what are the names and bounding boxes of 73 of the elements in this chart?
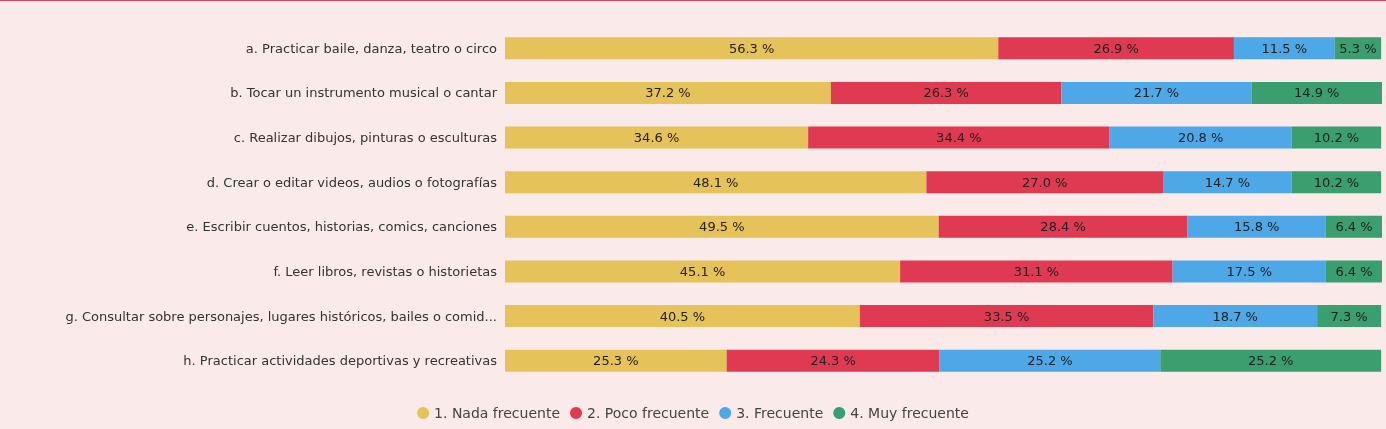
data-label: 33.5 % [983, 308, 1030, 324]
data-label: 6.4 % [1335, 263, 1373, 279]
y-tick-label: a. Practicar baile, danza, teatro o circo [245, 40, 498, 56]
data-label: 27.0 % [1021, 174, 1068, 190]
bar [1233, 37, 1335, 60]
y-tick-label: d. Crear o editar videos, audios o fotografías [206, 174, 498, 190]
data-label: 25.2 % [1027, 353, 1073, 369]
bar [808, 126, 1110, 149]
y-tick-label: g. Consultar sobre personajes, lugares históricos, bailes o comid... [65, 308, 497, 324]
data-label: 56.3 % [728, 40, 775, 56]
bar [505, 81, 831, 104]
legend-label: 4. Muy frecuente [850, 405, 969, 421]
data-label: 17.5 % [1226, 263, 1272, 279]
bar [726, 349, 940, 372]
bar [830, 81, 1062, 104]
data-label: 18.7 % [1212, 308, 1258, 324]
data-label: 7.3 % [1330, 308, 1368, 324]
data-label: 10.2 % [1313, 130, 1360, 146]
bar [1291, 171, 1382, 194]
bar [505, 349, 727, 372]
y-tick-label: h. Practicar actividades deportivas y recreativas [183, 353, 498, 369]
bar [505, 260, 901, 283]
data-label: 15.8 % [1234, 219, 1280, 235]
bar [505, 215, 939, 238]
legend-label: 2. Poco frecuente [587, 405, 710, 421]
bar [1291, 126, 1382, 149]
bar [1251, 81, 1382, 104]
bar [926, 171, 1163, 194]
data-label: 14.7 % [1204, 174, 1251, 190]
bar [1160, 349, 1382, 372]
bar [1061, 81, 1252, 104]
data-label: 28.4 % [1040, 219, 1086, 235]
data-label: 6.4 % [1335, 219, 1373, 235]
data-label: 20.8 % [1177, 130, 1224, 146]
bar [505, 37, 999, 60]
y-tick-label: c. Realizar dibujos, pinturas o esculturas [233, 130, 498, 146]
bar [1187, 215, 1326, 238]
bar [1153, 305, 1318, 328]
data-label: 10.2 % [1313, 174, 1360, 190]
legend-label: 3. Frecuente [736, 405, 824, 421]
data-label: 14.9 % [1294, 85, 1340, 101]
bar [505, 171, 927, 194]
bar [939, 349, 1161, 372]
data-label: 25.2 % [1248, 353, 1294, 369]
bar [1172, 260, 1326, 283]
bar [1317, 305, 1382, 328]
data-label: 26.3 % [923, 85, 969, 101]
bar [900, 260, 1173, 283]
data-label: 24.3 % [810, 353, 856, 369]
data-label: 11.5 % [1261, 40, 1308, 56]
data-label: 21.7 % [1133, 85, 1180, 101]
y-tick-label: e. Escribir cuentos, historias, comics, canciones [186, 219, 498, 235]
bar [1109, 126, 1292, 149]
data-label: 26.9 % [1093, 40, 1139, 56]
bar [998, 37, 1234, 60]
data-label: 31.1 % [1013, 263, 1060, 279]
bar [505, 305, 860, 328]
data-label: 40.5 % [659, 308, 706, 324]
y-tick-label: b. Tocar un instrumento musical o cantar [230, 85, 498, 101]
data-label: 37.2 % [645, 85, 691, 101]
bar [505, 126, 809, 149]
data-label: 25.3 % [593, 353, 639, 369]
bar [859, 305, 1154, 328]
legend-label: 1. Nada frecuente [434, 405, 561, 421]
data-label: 5.3 % [1339, 40, 1377, 56]
bar [1162, 171, 1292, 194]
data-label: 49.5 % [699, 219, 745, 235]
data-label: 34.4 % [936, 130, 982, 146]
data-label: 45.1 % [679, 263, 726, 279]
y-tick-label: f. Leer libros, revistas o historietas [273, 263, 498, 279]
data-label: 48.1 % [692, 174, 739, 190]
bar [938, 215, 1188, 238]
data-label: 34.6 % [633, 130, 680, 146]
